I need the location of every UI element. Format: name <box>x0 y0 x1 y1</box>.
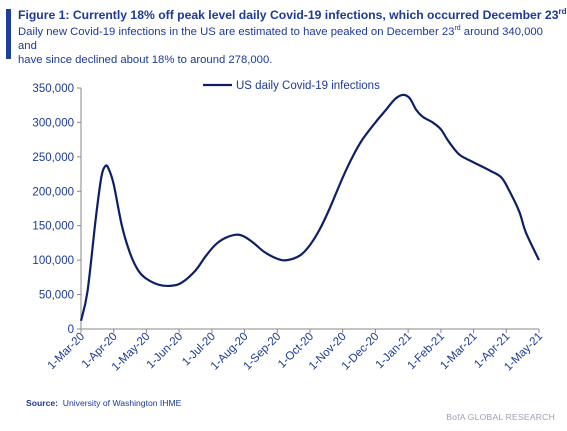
y-tick-label: 100,000 <box>32 255 74 267</box>
title-accent-bar <box>6 9 11 59</box>
x-tick-label: 1-Mar-20 <box>46 331 87 372</box>
y-tick-label: 150,000 <box>32 221 74 233</box>
figure-subtitle: Daily new Covid-19 infections in the US … <box>18 25 543 66</box>
y-tick-label: 0 <box>68 324 74 336</box>
legend-label: US daily Covid-19 infections <box>236 80 380 92</box>
y-tick-label: 350,000 <box>32 83 74 95</box>
y-tick-label: 200,000 <box>32 186 74 198</box>
y-tick-label: 300,000 <box>32 117 74 129</box>
credit-footer: BofA GLOBAL RESEARCH <box>446 412 555 422</box>
y-tick-label: 50,000 <box>39 290 74 302</box>
series-line-us-daily-infections <box>79 93 540 321</box>
y-tick-label: 250,000 <box>32 152 74 164</box>
source-note: Source: University of Washington IHME <box>26 398 182 408</box>
x-tick-label: 1-Jun-20 <box>145 331 186 372</box>
